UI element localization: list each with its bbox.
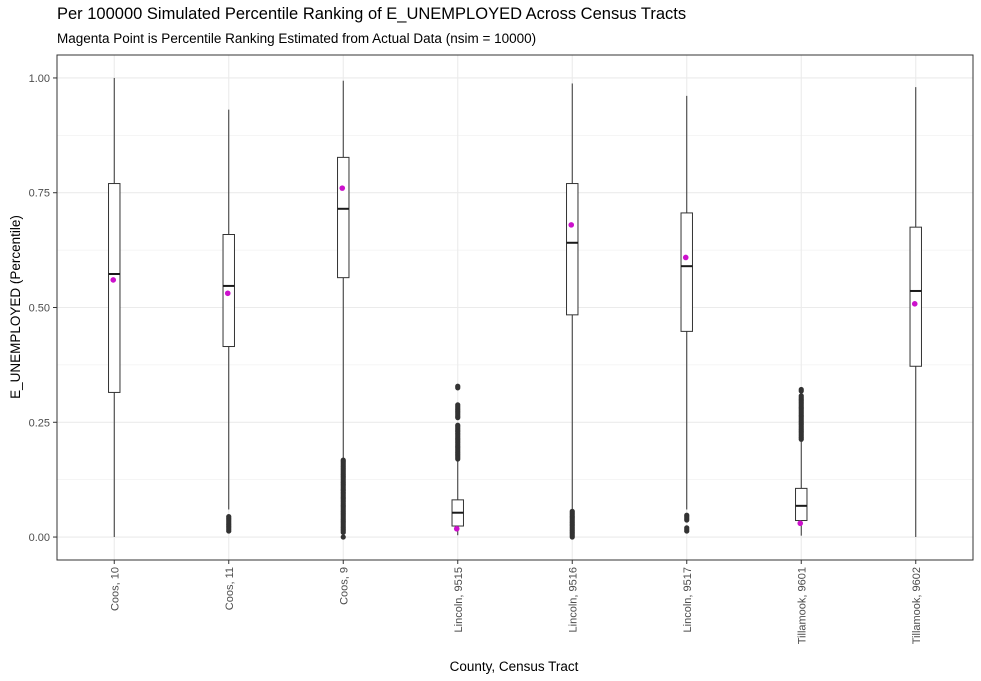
x-tick-label: Coos, 9 <box>338 567 350 605</box>
x-tick-label: Lincoln, 9516 <box>567 567 579 632</box>
grid-lines <box>57 55 973 560</box>
x-tick-label: Tillamook, 9601 <box>796 567 808 644</box>
x-tick-label: Coos, 10 <box>109 567 121 611</box>
outlier-point <box>455 402 461 408</box>
box-iqr <box>337 156 350 279</box>
boxplot-series <box>108 77 922 540</box>
outlier-point <box>340 534 346 540</box>
x-tick-label: Lincoln, 9517 <box>682 567 694 632</box>
x-tick-label: Tillamook, 9602 <box>911 567 923 644</box>
box-group <box>451 383 464 536</box>
actual-estimate-point <box>339 185 346 191</box>
box-iqr <box>795 487 808 522</box>
x-axis-title: County, Census Tract <box>450 659 579 674</box>
actual-estimate-point <box>911 301 918 307</box>
box-group <box>108 77 121 538</box>
outlier-point <box>798 386 804 393</box>
chart-subtitle: Magenta Point is Percentile Ranking Esti… <box>57 31 537 46</box>
outlier-point <box>226 514 232 520</box>
y-axis-title: E_UNEMPLOYED (Percentile) <box>8 215 23 399</box>
outlier-point <box>340 457 346 463</box>
y-tick-label: 0.50 <box>29 303 50 315</box>
box-iqr <box>680 212 693 332</box>
box-group <box>337 80 350 540</box>
outlier-point <box>455 422 461 428</box>
box-iqr <box>108 183 121 393</box>
y-tick-label: 0.00 <box>29 532 50 544</box>
actual-estimate-point <box>682 254 689 261</box>
box-group <box>909 87 922 538</box>
outlier-point <box>684 512 690 518</box>
y-axis: 0.00 0.25 0.50 0.75 1.00 <box>29 73 57 544</box>
box-iqr <box>222 234 235 348</box>
actual-estimate-point <box>224 290 231 297</box>
box-iqr <box>909 226 922 367</box>
outlier-point <box>455 383 461 389</box>
actual-estimate-point <box>110 277 117 283</box>
box-group <box>566 83 579 540</box>
x-tick-label: Coos, 11 <box>224 567 236 610</box>
actual-estimate-point <box>453 525 460 532</box>
box-iqr <box>566 183 579 316</box>
y-tick-label: 1.00 <box>29 73 50 85</box>
outlier-point <box>684 525 690 531</box>
box-group <box>222 109 235 534</box>
box-group <box>795 386 808 536</box>
outlier-point <box>798 393 804 399</box>
chart-title: Per 100000 Simulated Percentile Ranking … <box>57 5 687 23</box>
x-axis: Coos, 10 Coos, 11 Coos, 9 Lincoln, 9515 Linc… <box>109 560 923 644</box>
outlier-point <box>569 508 575 514</box>
x-tick-label: Lincoln, 9515 <box>453 567 465 632</box>
actual-estimate-point <box>568 222 575 228</box>
box-group <box>680 95 693 534</box>
y-tick-label: 0.25 <box>29 417 50 429</box>
actual-estimate-point <box>797 520 804 527</box>
y-tick-label: 0.75 <box>29 188 50 200</box>
